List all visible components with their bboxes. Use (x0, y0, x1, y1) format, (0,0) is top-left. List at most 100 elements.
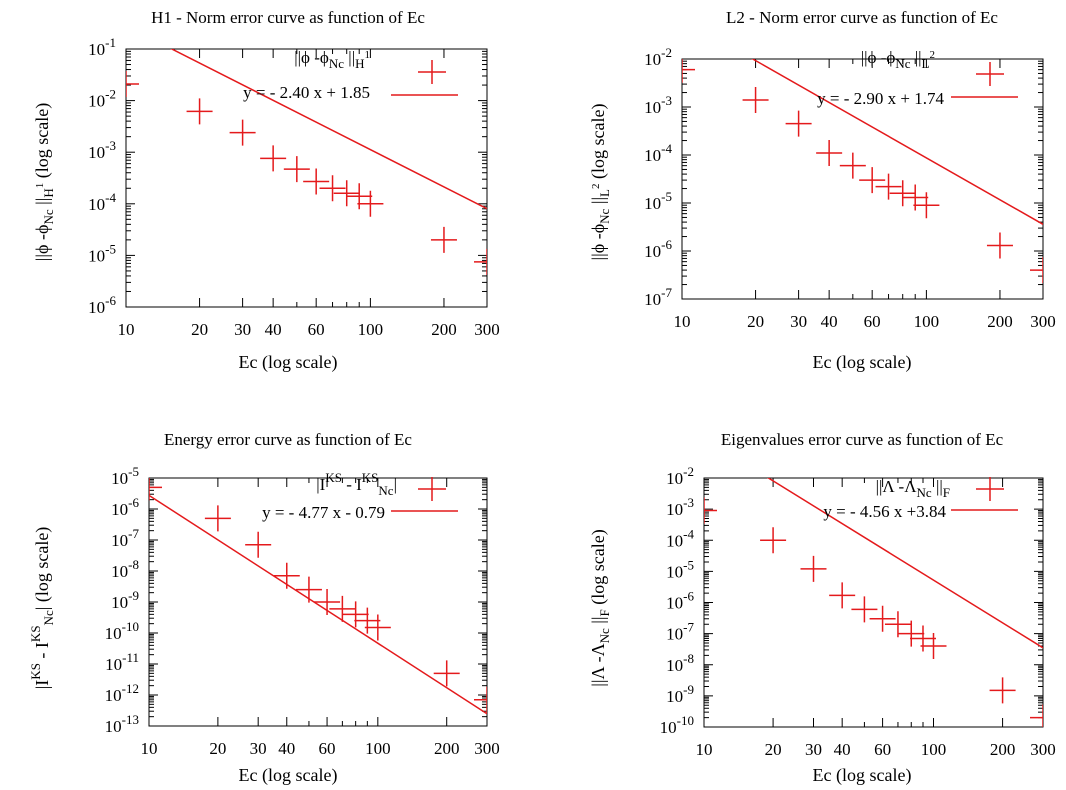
data-point (295, 576, 322, 603)
x-tick-label: 300 (1030, 740, 1056, 759)
data-point (354, 607, 381, 634)
x-tick-label: 100 (365, 739, 391, 758)
data-point (875, 173, 902, 200)
x-tick-label: 40 (278, 739, 295, 758)
x-tick-label: 100 (921, 740, 947, 759)
x-tick-label: 30 (805, 740, 822, 759)
data-point (430, 226, 457, 253)
y-tick-label: 10-4 (88, 190, 116, 214)
data-point (474, 686, 487, 713)
y-axis: 10-6 10-5 10-4 10-3 10-2 10-1 (88, 35, 487, 317)
marks (704, 478, 1043, 727)
data-point (474, 248, 487, 275)
plot-area: 10 20 30 40 60 100 200 30010-610-510-410-310-21… (88, 35, 500, 339)
y-tick-label: 10-6 (111, 495, 139, 519)
y-tick-label: 10-8 (111, 557, 139, 581)
x-tick-label: 100 (914, 312, 940, 331)
y-tick-label: 10-10 (660, 713, 694, 737)
x-tick-label: 60 (874, 740, 891, 759)
y-tick-label: 10-13 (105, 712, 139, 736)
y-tick-label: 10-5 (88, 241, 116, 265)
data-point (1030, 704, 1043, 727)
plot-area: 10 20 30 40 60 100 200 30010-710-610-510-410-31… (644, 45, 1056, 331)
data-point (816, 140, 843, 167)
legend-swatch-points (976, 62, 1004, 86)
data-point (346, 183, 373, 210)
data-point (898, 620, 925, 647)
y-axis-label: ||ϕ -ϕNc ||L2 (log scale) (588, 104, 612, 261)
x-tick-label: 40 (265, 320, 282, 339)
y-axis-label: ||Λ -ΛNc ||F (log scale) (588, 529, 612, 686)
x-tick-label: 40 (821, 312, 838, 331)
data-point (760, 527, 787, 554)
legend-swatch-points (418, 477, 446, 501)
legend: ||ϕ -ϕNc ||L2 y = - 2.90 x + 1.74 (817, 48, 1018, 108)
data-point (245, 531, 272, 558)
data-point (1030, 257, 1043, 284)
x-tick-label: 300 (474, 320, 500, 339)
x-axis-label: Ec (log scale) (239, 765, 338, 785)
plot-frame (681, 58, 1044, 300)
marks (149, 478, 487, 715)
data-point (126, 70, 139, 97)
data-point (742, 86, 769, 113)
y-axis-label: ||ϕ -ϕNc ||H1 (log scale) (32, 103, 56, 261)
chart-eigenvalues: Eigenvalues error curve as function of E… (588, 430, 1056, 786)
data-point (342, 601, 369, 628)
y-tick-label: 10-12 (105, 681, 139, 705)
legend-entry-line: y = - 4.77 x - 0.79 (262, 503, 385, 522)
data-point (785, 110, 812, 137)
plot-frame (125, 48, 488, 308)
x-tick-label: 200 (434, 739, 460, 758)
y-tick-label: 10-7 (111, 526, 139, 550)
y-tick-label: 10-5 (666, 557, 694, 581)
x-tick-label: 200 (987, 312, 1013, 331)
chart-title: H1 - Norm error curve as function of Ec (151, 8, 425, 27)
fit-line (751, 59, 1043, 225)
x-axis: 10 20 30 40 60 100 200 300 (141, 478, 500, 758)
chart-h1: H1 - Norm error curve as function of Ec … (32, 8, 500, 373)
data-point (314, 589, 341, 615)
y-tick-label: 10-10 (105, 619, 139, 643)
y-tick-label: 10-3 (88, 138, 116, 162)
x-tick-label: 300 (474, 739, 500, 758)
y-tick-label: 10-2 (666, 464, 694, 488)
x-tick-label: 20 (765, 740, 782, 759)
data-point (303, 168, 330, 195)
data-point (909, 625, 936, 652)
data-point (902, 184, 929, 211)
x-tick-label: 200 (431, 320, 457, 339)
y-tick-label: 10-6 (666, 589, 694, 613)
chart-energy: Energy error curve as function of Ec Ec … (28, 430, 500, 786)
data-point (989, 677, 1016, 704)
data-point (682, 59, 695, 83)
data-point (920, 633, 947, 660)
y-tick-label: 10-3 (666, 495, 694, 519)
plot-area: 10 20 30 40 60 100 200 30010-1310-1210-1110-101… (105, 464, 500, 758)
fit-line (766, 478, 1043, 649)
data-point (204, 505, 231, 532)
marks (126, 49, 487, 275)
x-tick-label: 10 (118, 320, 135, 339)
fit-line (149, 494, 487, 715)
legend-swatch-points (976, 477, 1004, 501)
x-tick-label: 60 (319, 739, 336, 758)
y-tick-label: 10-6 (644, 237, 672, 261)
x-tick-label: 60 (864, 312, 881, 331)
legend-entry-points: ||Λ -ΛNc ||F (876, 477, 950, 500)
legend: |IKS - IKSNc| y = - 4.77 x - 0.79 (262, 470, 458, 522)
data-point (364, 614, 391, 641)
data-point (869, 605, 896, 632)
x-axis: 10 20 30 40 60 100 200 300 (674, 59, 1056, 331)
x-tick-label: 40 (834, 740, 851, 759)
legend-swatch-points (418, 60, 446, 84)
marks (682, 59, 1043, 284)
data-point (333, 180, 360, 207)
y-tick-label: 10-6 (88, 293, 116, 317)
y-axis-label: |IKS - IKSNc| (log scale) (28, 527, 56, 690)
chart-title: Eigenvalues error curve as function of E… (721, 430, 1004, 449)
x-tick-label: 10 (674, 312, 691, 331)
legend-entry-points: |IKS - IKSNc| (316, 470, 397, 498)
